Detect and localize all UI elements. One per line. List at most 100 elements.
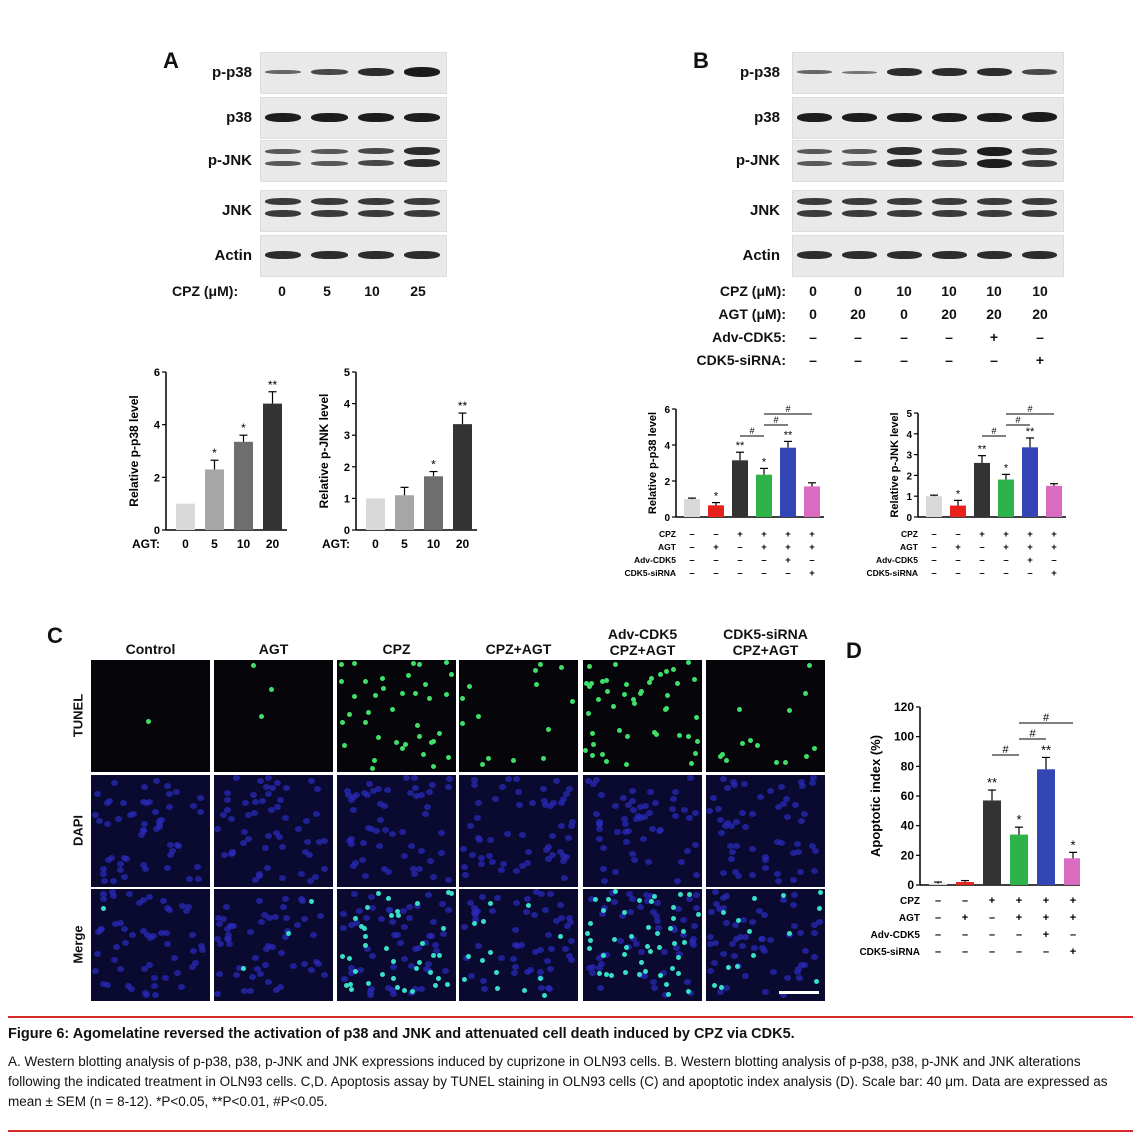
- dapi-nucleus: [514, 788, 522, 795]
- tunel-nucleus: [467, 683, 473, 689]
- dapi-nucleus: [627, 909, 635, 916]
- bar: [366, 498, 385, 530]
- dapi-nucleus: [139, 928, 147, 935]
- tunel-nucleus: [646, 925, 652, 931]
- dapi-nucleus: [248, 973, 256, 980]
- dapi-nucleus: [619, 794, 627, 801]
- dapi-nucleus: [468, 972, 476, 979]
- tunel-nucleus: [510, 758, 516, 764]
- dapi-nucleus: [122, 939, 130, 946]
- dapi-nucleus: [198, 946, 206, 953]
- blot-row-label: p-p38: [739, 64, 780, 81]
- dapi-nucleus: [816, 918, 824, 925]
- dapi-nucleus: [166, 842, 174, 849]
- micrograph-tile: [706, 660, 825, 772]
- panel-a-cpz-value: 10: [364, 283, 380, 299]
- dapi-nucleus: [481, 986, 489, 993]
- dapi-nucleus: [689, 941, 697, 948]
- dapi-nucleus: [651, 800, 659, 807]
- dapi-nucleus: [565, 785, 573, 792]
- tunel-nucleus: [724, 758, 730, 764]
- dapi-nucleus: [602, 952, 610, 959]
- dapi-nucleus: [790, 891, 798, 898]
- tunel-nucleus: [428, 970, 434, 976]
- bar: [708, 505, 724, 517]
- dapi-nucleus: [345, 837, 353, 844]
- blot-band: [887, 251, 922, 259]
- dapi-nucleus: [184, 904, 192, 911]
- blot-band: [265, 251, 302, 259]
- dapi-nucleus: [779, 800, 787, 807]
- tunel-nucleus: [400, 691, 406, 697]
- dapi-nucleus: [761, 988, 769, 995]
- tunel-nucleus: [681, 928, 687, 934]
- dapi-nucleus: [671, 926, 679, 933]
- blot-band: [265, 112, 302, 122]
- tunel-nucleus: [654, 731, 659, 737]
- dapi-nucleus: [536, 947, 544, 954]
- condition-value: 0: [900, 306, 908, 322]
- tunel-nucleus: [347, 712, 353, 718]
- tunel-nucleus: [692, 676, 698, 682]
- dapi-nucleus: [408, 962, 416, 969]
- dapi-nucleus: [347, 841, 355, 848]
- tunel-nucleus: [623, 761, 629, 767]
- condition-value: –: [935, 946, 941, 958]
- dapi-nucleus: [540, 786, 548, 793]
- tunel-nucleus: [637, 971, 643, 977]
- tunel-nucleus: [787, 930, 793, 936]
- condition-name: CDK5-siRNA: [867, 568, 918, 578]
- dapi-nucleus: [426, 858, 434, 865]
- dapi-nucleus: [249, 791, 257, 798]
- dapi-nucleus: [797, 868, 805, 875]
- dapi-nucleus: [139, 826, 147, 833]
- dapi-nucleus: [214, 935, 221, 942]
- tunel-nucleus: [402, 741, 408, 747]
- dapi-nucleus: [150, 983, 158, 990]
- tunel-nucleus: [540, 756, 546, 762]
- bar: [1064, 858, 1080, 885]
- blot-band: [403, 147, 440, 155]
- tunel-nucleus: [629, 934, 635, 940]
- condition-name: Adv-CDK5: [634, 555, 676, 565]
- dapi-nucleus: [810, 954, 818, 961]
- blot-strip: [792, 235, 1064, 277]
- y-tick-label: 60: [901, 789, 915, 803]
- dapi-nucleus: [412, 945, 420, 952]
- dapi-nucleus: [173, 788, 181, 795]
- blot-band: [357, 197, 394, 205]
- dapi-nucleus: [467, 900, 475, 907]
- condition-name: CPZ: [901, 529, 918, 539]
- dapi-nucleus: [164, 865, 172, 872]
- dapi-nucleus: [244, 835, 252, 842]
- tunel-nucleus: [752, 895, 758, 901]
- tunel-nucleus: [416, 733, 422, 739]
- tunel-nucleus: [720, 910, 726, 916]
- tunel-nucleus: [435, 976, 441, 982]
- dapi-nucleus: [308, 778, 316, 784]
- condition-value: 20: [1032, 306, 1048, 322]
- significance-mark: *: [714, 491, 719, 503]
- dapi-nucleus: [712, 940, 720, 947]
- dapi-nucleus: [444, 783, 452, 790]
- dapi-nucleus: [391, 931, 399, 938]
- dapi-nucleus: [438, 830, 445, 837]
- dapi-nucleus: [424, 804, 432, 811]
- blot-row-label: JNK: [221, 202, 252, 219]
- dapi-nucleus: [376, 843, 384, 850]
- tunel-nucleus: [436, 730, 442, 736]
- tunel-nucleus: [444, 982, 450, 988]
- dapi-nucleus: [269, 944, 277, 951]
- tunel-nucleus: [643, 969, 649, 975]
- dapi-nucleus: [547, 945, 555, 952]
- bar: [395, 495, 414, 530]
- bracket-label: #: [1015, 415, 1020, 425]
- dapi-nucleus: [661, 991, 669, 998]
- blot-band: [1022, 112, 1057, 122]
- y-tick-label: 5: [906, 409, 912, 420]
- tunel-nucleus: [686, 892, 692, 898]
- tunel-nucleus: [688, 761, 694, 767]
- dapi-nucleus: [630, 857, 638, 864]
- dapi-nucleus: [99, 980, 107, 987]
- tunel-nucleus: [309, 898, 315, 904]
